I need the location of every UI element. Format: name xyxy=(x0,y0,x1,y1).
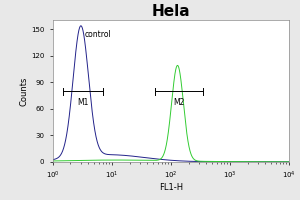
Text: M2: M2 xyxy=(173,98,185,107)
X-axis label: FL1-H: FL1-H xyxy=(159,183,183,192)
Text: control: control xyxy=(85,30,112,39)
Text: M1: M1 xyxy=(77,98,88,107)
Y-axis label: Counts: Counts xyxy=(19,76,28,106)
Title: Hela: Hela xyxy=(152,4,190,19)
